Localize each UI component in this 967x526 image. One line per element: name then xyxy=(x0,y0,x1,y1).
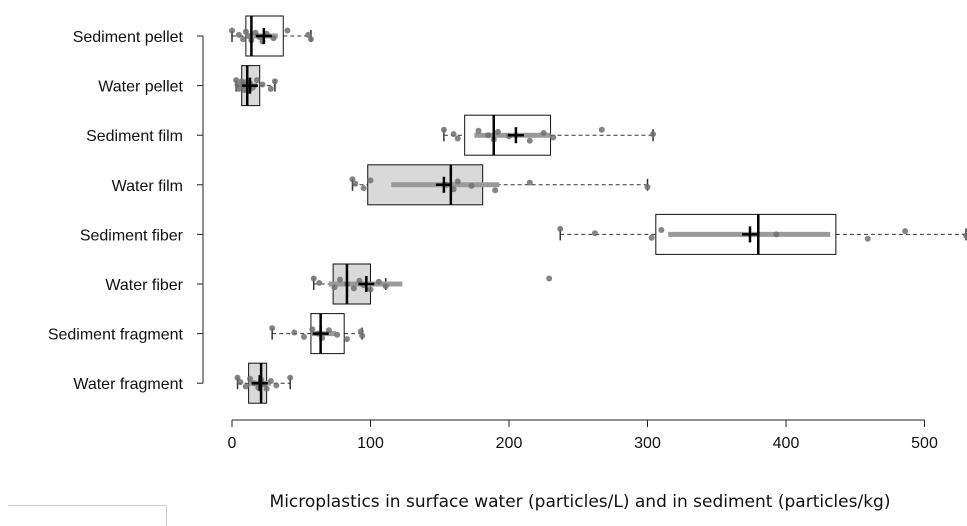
data-point xyxy=(253,77,260,84)
data-point xyxy=(494,128,501,135)
data-point xyxy=(247,375,254,382)
data-point xyxy=(526,179,533,186)
box-group xyxy=(440,114,657,156)
data-point xyxy=(492,187,499,194)
data-point xyxy=(485,132,492,139)
data-point xyxy=(468,182,475,189)
data-point xyxy=(310,275,317,282)
x-tick-label: 0 xyxy=(228,435,237,452)
data-point xyxy=(235,85,242,92)
data-point xyxy=(902,228,909,235)
data-point xyxy=(475,127,482,134)
data-point xyxy=(305,31,312,38)
box-group xyxy=(229,15,314,57)
data-point xyxy=(450,186,457,193)
data-point xyxy=(245,33,252,39)
data-point xyxy=(337,276,344,283)
data-point xyxy=(963,232,967,239)
data-point xyxy=(360,185,367,192)
x-tick-label: 400 xyxy=(773,435,800,452)
data-point xyxy=(267,378,274,384)
data-point xyxy=(382,283,389,290)
data-point xyxy=(307,36,314,43)
data-point xyxy=(325,327,332,334)
data-point xyxy=(773,231,780,238)
data-point xyxy=(267,85,274,92)
data-point xyxy=(252,29,259,36)
data-point xyxy=(450,131,457,138)
data-point xyxy=(229,27,235,34)
data-point xyxy=(349,176,356,183)
data-point xyxy=(591,230,598,237)
category-label: Sediment film xyxy=(86,128,183,145)
data-point xyxy=(454,135,461,142)
data-point xyxy=(291,329,298,336)
data-point xyxy=(237,379,244,386)
data-point xyxy=(356,277,363,284)
data-point xyxy=(650,131,657,138)
data-point xyxy=(546,275,553,282)
data-point xyxy=(242,383,249,390)
x-tick-label: 300 xyxy=(634,435,661,452)
data-point xyxy=(440,126,447,133)
category-label: Water pellet xyxy=(98,79,183,96)
x-tick-label: 200 xyxy=(496,435,523,452)
data-point xyxy=(864,235,871,242)
data-point xyxy=(644,184,651,190)
data-point xyxy=(234,374,241,381)
box-group xyxy=(234,362,294,404)
data-point xyxy=(287,374,294,381)
box-group xyxy=(269,313,366,355)
data-point xyxy=(334,331,341,338)
data-point xyxy=(550,134,557,141)
data-point xyxy=(331,284,338,291)
box-group xyxy=(349,164,651,206)
data-point xyxy=(240,36,247,43)
data-point xyxy=(658,227,665,233)
data-point xyxy=(235,31,242,38)
data-point xyxy=(269,325,276,332)
x-axis-title: Microplastics in surface water (particle… xyxy=(269,492,891,512)
category-label: Sediment fiber xyxy=(80,227,184,244)
data-point xyxy=(648,234,655,241)
panel-edge-fragment xyxy=(8,505,167,526)
data-point xyxy=(526,137,533,144)
data-point xyxy=(557,225,564,232)
box-group xyxy=(310,263,553,305)
data-point xyxy=(301,333,308,340)
data-point xyxy=(375,278,382,285)
data-point xyxy=(367,177,374,184)
data-point xyxy=(316,279,323,286)
data-point xyxy=(263,385,270,392)
category-label: Sediment pellet xyxy=(73,29,184,46)
x-tick-label: 100 xyxy=(357,435,384,452)
category-label: Water fiber xyxy=(105,277,183,294)
data-point xyxy=(598,126,605,133)
data-point xyxy=(454,178,461,185)
data-point xyxy=(242,28,249,35)
x-tick-label: 500 xyxy=(911,435,938,452)
data-point xyxy=(270,35,277,42)
box-group xyxy=(557,213,967,255)
category-label: Water fragment xyxy=(73,376,183,393)
category-label: Sediment fragment xyxy=(48,327,184,344)
data-point xyxy=(352,180,359,187)
data-point xyxy=(271,78,278,85)
data-point xyxy=(259,81,266,88)
data-point xyxy=(343,336,350,343)
category-label: Water film xyxy=(112,178,183,195)
data-point xyxy=(350,285,357,292)
data-point xyxy=(367,286,374,293)
data-point xyxy=(273,382,280,389)
data-point xyxy=(284,27,291,34)
box-group xyxy=(233,65,278,107)
data-point xyxy=(359,332,366,339)
data-point xyxy=(540,130,547,136)
data-point xyxy=(309,326,316,333)
